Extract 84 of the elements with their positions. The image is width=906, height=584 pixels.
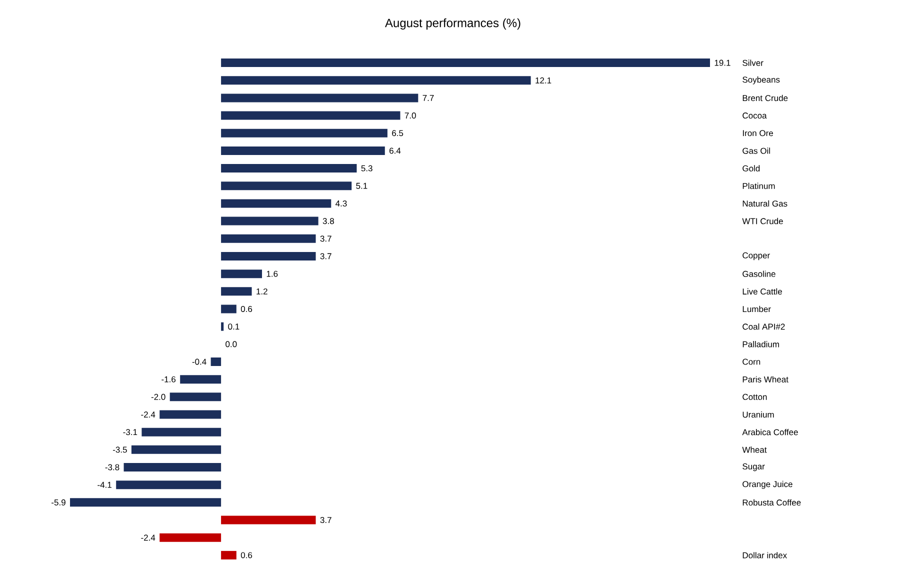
- y-tick-label: Robusta Coffee: [742, 499, 801, 506]
- y-tick-label: Palladium: [742, 341, 779, 348]
- bar: [221, 58, 710, 68]
- bar: [221, 216, 318, 226]
- data-label: 1.6: [266, 270, 278, 277]
- y-tick-label: Silver: [742, 60, 764, 66]
- data-label: -0.4: [192, 358, 206, 365]
- data-label: 4.3: [336, 200, 347, 206]
- y-tick-label: Lumber: [742, 306, 771, 312]
- bar: [170, 392, 222, 402]
- chart-title: August performances (%): [384, 18, 520, 30]
- y-tick-label: Orange Juice: [742, 480, 792, 489]
- y-tick-label: Natural Gas: [742, 200, 788, 207]
- y-tick-label: Paris Wheat: [742, 376, 788, 382]
- bar: [221, 516, 316, 524]
- data-label: 12.1: [536, 77, 552, 84]
- y-tick-label: Uranium: [742, 411, 774, 418]
- bar: [221, 304, 236, 314]
- data-label: 3.7: [320, 236, 332, 242]
- y-tick-label: Gasoline: [742, 270, 776, 277]
- bar: [124, 463, 222, 472]
- bar: [221, 76, 531, 85]
- bar: [131, 445, 222, 454]
- y-tick-label: Dollar index: [742, 552, 787, 558]
- data-label: -4.1: [98, 482, 112, 488]
- data-label: 3.7: [320, 517, 332, 524]
- data-label: 6.4: [390, 148, 401, 154]
- y-tick-label: Sugar: [742, 463, 765, 472]
- bar: [221, 182, 352, 190]
- y-tick-label: Wheat: [742, 446, 767, 453]
- data-label: 0.0: [226, 341, 237, 348]
- y-tick-label: Brent Crude: [742, 94, 788, 102]
- bar: [221, 146, 385, 155]
- y-tick-label: Copper: [742, 252, 770, 260]
- data-label: -3.1: [123, 429, 138, 436]
- data-label: 5.3: [361, 165, 372, 172]
- data-label: 19.1: [714, 60, 730, 66]
- bar: [70, 498, 222, 507]
- bar: [221, 322, 224, 331]
- data-label: 0.6: [240, 306, 252, 312]
- bar: [221, 199, 332, 208]
- y-tick-label: Soybeans: [742, 76, 780, 84]
- data-label: 6.5: [392, 130, 404, 136]
- data-label: -5.9: [52, 499, 66, 506]
- bar: [180, 375, 222, 384]
- y-tick-label: Cocoa: [742, 112, 767, 119]
- bar: [221, 164, 357, 173]
- bar: [221, 287, 252, 296]
- bar: [221, 128, 388, 138]
- data-label: 5.1: [356, 182, 368, 189]
- data-label: -2.0: [151, 394, 166, 400]
- bar: [116, 480, 222, 490]
- bar: [221, 270, 262, 278]
- y-tick-label: WTI Crude: [742, 218, 783, 224]
- bar: [221, 111, 400, 120]
- data-label: 3.7: [320, 253, 332, 260]
- y-tick-label: Corn: [742, 358, 760, 365]
- data-label: 3.8: [322, 218, 334, 224]
- data-label: 7.7: [422, 95, 434, 101]
- y-tick-label: Cotton: [742, 394, 767, 400]
- data-label: 1.2: [256, 288, 268, 294]
- data-label: -1.6: [162, 376, 176, 382]
- bar: [221, 550, 236, 560]
- bar: [142, 428, 222, 436]
- y-tick-label: Platinum: [742, 182, 775, 190]
- y-tick-label: Gold: [742, 165, 760, 172]
- bar: [221, 234, 316, 243]
- data-label: -2.4: [141, 412, 156, 418]
- y-tick-label: Live Cattle: [742, 288, 782, 295]
- bar: [160, 410, 222, 419]
- data-label: 0.1: [228, 324, 240, 330]
- y-tick-label: Iron Ore: [742, 130, 773, 136]
- data-label: 7.0: [404, 112, 416, 119]
- y-tick-label: Arabica Coffee: [742, 428, 798, 436]
- data-label: -2.4: [141, 534, 156, 541]
- y-tick-label: Coal API#2: [742, 323, 785, 330]
- y-tick-label: Gas Oil: [742, 148, 770, 154]
- data-label: -3.5: [112, 446, 127, 453]
- bar: [221, 252, 316, 260]
- bar: [210, 358, 222, 366]
- bar: [160, 533, 222, 542]
- bar: [221, 94, 418, 102]
- data-label: 0.6: [240, 552, 252, 558]
- data-label: -3.8: [105, 464, 120, 470]
